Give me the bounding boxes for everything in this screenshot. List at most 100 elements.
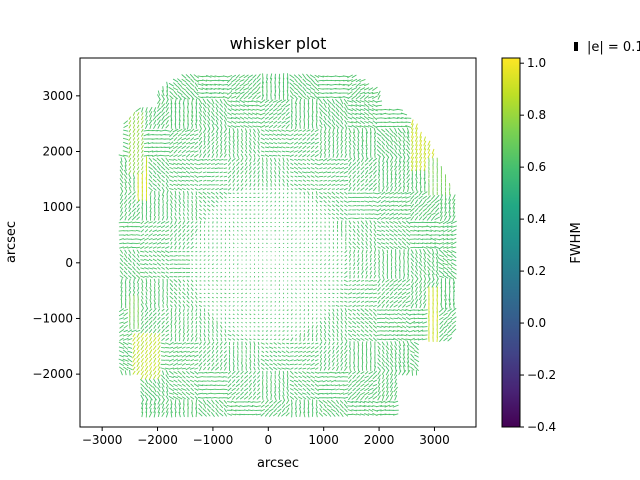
- whisker: [380, 334, 386, 337]
- whisker: [191, 203, 194, 208]
- whisker: [248, 153, 252, 158]
- whisker: [237, 350, 239, 354]
- whisker: [439, 320, 444, 325]
- whisker: [257, 321, 260, 324]
- whisker: [257, 174, 260, 179]
- whisker: [220, 309, 222, 311]
- whisker: [245, 330, 247, 332]
- whisker: [144, 382, 149, 388]
- whisker: [368, 288, 374, 291]
- whisker: [182, 332, 186, 338]
- whisker: [236, 321, 239, 324]
- whisker: [374, 153, 376, 158]
- whisker: [369, 220, 373, 225]
- whisker: [119, 266, 124, 271]
- whisker: [402, 357, 406, 363]
- whisker: [140, 275, 145, 279]
- whisker: [156, 229, 162, 232]
- whisker: [365, 270, 368, 275]
- whisker: [257, 154, 260, 158]
- whisker: [397, 287, 402, 291]
- whisker: [426, 246, 432, 249]
- whisker: [216, 284, 219, 286]
- whisker: [265, 350, 269, 353]
- whisker: [281, 404, 286, 409]
- whisker: [374, 148, 376, 155]
- whisker: [356, 157, 360, 162]
- whisker: [405, 200, 411, 204]
- whisker: [335, 305, 340, 307]
- whisker: [215, 354, 219, 358]
- whisker: [157, 378, 161, 384]
- whisker: [185, 158, 191, 162]
- whisker: [122, 333, 129, 337]
- whisker: [324, 208, 327, 211]
- whisker: [406, 370, 411, 376]
- whisker: [249, 187, 252, 191]
- whisker: [231, 157, 236, 162]
- whisker: [302, 392, 307, 395]
- whisker: [344, 208, 348, 211]
- whisker: [148, 386, 153, 393]
- whisker: [233, 246, 235, 249]
- whisker: [248, 387, 252, 392]
- whisker: [327, 195, 332, 200]
- whisker: [442, 220, 449, 225]
- whisker: [418, 190, 423, 196]
- whisker: [268, 408, 274, 413]
- whisker: [394, 177, 397, 184]
- whisker: [191, 241, 194, 245]
- whisker: [385, 291, 390, 296]
- whisker: [282, 378, 285, 384]
- whisker: [168, 162, 174, 166]
- whisker: [318, 188, 323, 191]
- whisker: [174, 245, 177, 250]
- whisker: [265, 338, 269, 341]
- whisker: [148, 316, 153, 321]
- whisker: [297, 388, 303, 391]
- whisker: [186, 351, 190, 353]
- whisker: [323, 366, 327, 371]
- whisker: [343, 349, 348, 355]
- whisker: [178, 245, 181, 250]
- whisker: [307, 246, 310, 249]
- whisker: [202, 399, 207, 405]
- whisker: [252, 391, 256, 396]
- whisker: [294, 391, 298, 396]
- whisker: [291, 284, 293, 286]
- whisker: [223, 145, 227, 150]
- whisker: [352, 245, 356, 250]
- whisker: [315, 317, 318, 320]
- whisker: [203, 255, 206, 257]
- whisker: [398, 353, 402, 359]
- whisker: [270, 217, 272, 220]
- whisker: [332, 362, 335, 367]
- whisker: [316, 204, 318, 207]
- whisker: [290, 337, 294, 342]
- whisker: [315, 208, 318, 211]
- whisker: [278, 209, 281, 211]
- whisker: [352, 374, 357, 380]
- whisker: [348, 370, 352, 375]
- whisker: [228, 313, 231, 316]
- whisker: [302, 167, 307, 169]
- whisker: [160, 355, 166, 357]
- whisker: [282, 175, 285, 179]
- whisker: [369, 237, 373, 241]
- whisker: [260, 408, 265, 412]
- whisker: [168, 145, 174, 150]
- whisker: [190, 283, 194, 287]
- whisker: [443, 250, 448, 254]
- whisker: [398, 186, 402, 192]
- whisker: [178, 199, 182, 204]
- whisker: [161, 246, 165, 249]
- whisker: [207, 275, 210, 278]
- whisker: [282, 170, 285, 174]
- whisker: [381, 394, 385, 401]
- whisker: [120, 295, 123, 300]
- whisker: [128, 166, 132, 171]
- whisker: [215, 175, 219, 178]
- whisker: [426, 233, 432, 237]
- whisker: [393, 291, 398, 296]
- whisker: [253, 284, 256, 286]
